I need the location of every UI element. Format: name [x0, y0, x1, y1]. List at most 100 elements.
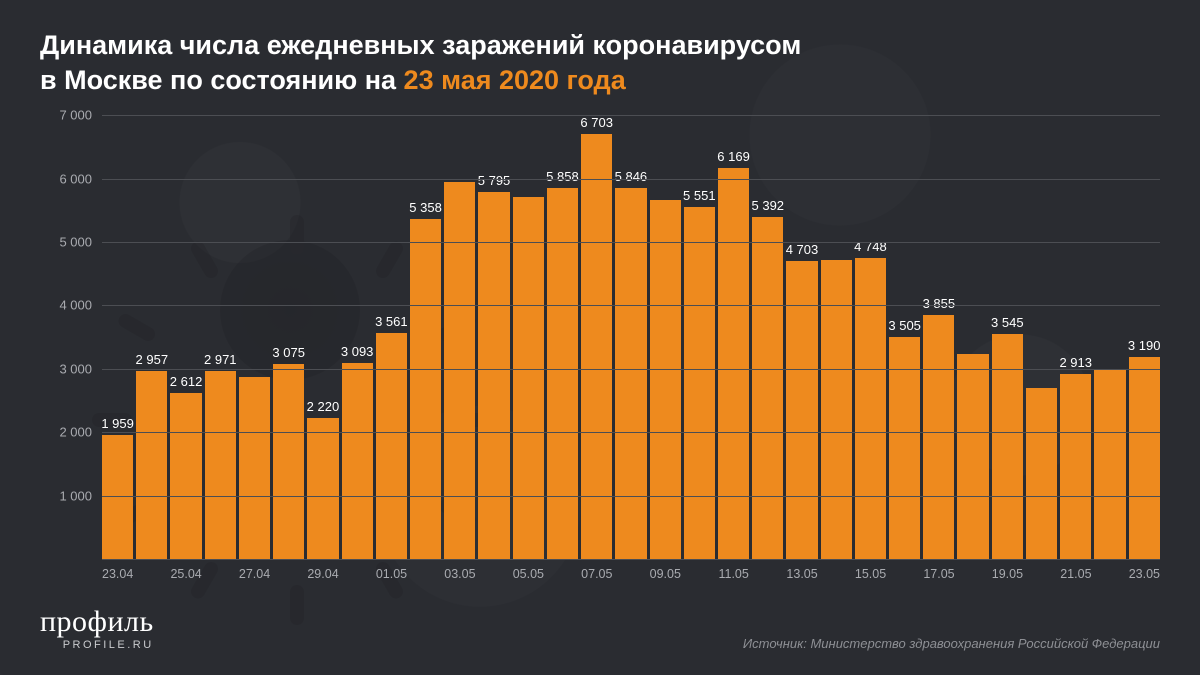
title-line2-prefix: в Москве по состоянию на: [40, 65, 404, 95]
bar-slot: [957, 115, 988, 559]
x-tick-label: [1026, 567, 1057, 581]
title-date-accent: 23 мая 2020 года: [404, 65, 626, 95]
bar: [1026, 388, 1057, 559]
y-tick-label: 6 000: [59, 171, 92, 186]
bar: [239, 377, 270, 559]
x-axis: 23.0425.0427.0429.0401.0503.0505.0507.05…: [102, 559, 1160, 581]
bar-slot: 5 858: [547, 115, 578, 559]
x-tick-label: 27.04: [239, 567, 270, 581]
container: Динамика числа ежедневных заражений коро…: [0, 0, 1200, 675]
x-tick-label: [273, 567, 304, 581]
x-tick-label: 23.05: [1129, 567, 1160, 581]
bar-slot: 2 957: [136, 115, 167, 559]
bar-value-label: 3 561: [375, 314, 408, 329]
bar-slot: 3 190: [1129, 115, 1160, 559]
bar-slot: 6 169: [718, 115, 749, 559]
bar-value-label: 1 959: [101, 416, 134, 431]
bar: [1094, 370, 1125, 559]
bar-slot: 5 551: [684, 115, 715, 559]
x-tick-label: [684, 567, 715, 581]
bar-value-label: 5 392: [751, 198, 784, 213]
bar-value-label: 5 551: [683, 188, 716, 203]
bar-slot: 2 220: [307, 115, 338, 559]
x-tick-label: [136, 567, 167, 581]
bar-slot: 5 358: [410, 115, 441, 559]
bar: [170, 393, 201, 559]
logo-main-text: профиль: [40, 607, 154, 637]
x-tick-label: 11.05: [718, 567, 749, 581]
x-tick-label: [479, 567, 510, 581]
bar: [718, 168, 749, 559]
bar-value-label: 3 545: [991, 315, 1024, 330]
x-tick-label: [821, 567, 852, 581]
x-tick-label: [547, 567, 578, 581]
bar: [444, 182, 475, 559]
bar-value-label: 6 703: [580, 115, 613, 130]
source-attribution: Источник: Министерство здравоохранения Р…: [743, 636, 1160, 651]
bars-container: 1 9592 9572 6122 9713 0752 2203 0933 561…: [102, 115, 1160, 559]
x-tick-label: [889, 567, 920, 581]
bar-value-label: 2 612: [170, 374, 203, 389]
bar: [273, 364, 304, 559]
bar-slot: 1 959: [102, 115, 133, 559]
bar-value-label: 2 957: [136, 352, 169, 367]
y-tick-label: 4 000: [59, 298, 92, 313]
bar: [102, 435, 133, 559]
x-tick-label: [615, 567, 646, 581]
bar-value-label: 4 703: [786, 242, 819, 257]
bar-value-label: 3 075: [272, 345, 305, 360]
x-tick-label: [1095, 567, 1126, 581]
bar-slot: 3 505: [889, 115, 920, 559]
bar: [650, 200, 681, 559]
x-tick-label: 17.05: [923, 567, 954, 581]
bar-slot: 5 795: [478, 115, 509, 559]
x-tick-label: 05.05: [513, 567, 544, 581]
y-tick-label: 1 000: [59, 488, 92, 503]
bar-slot: 6 703: [581, 115, 612, 559]
y-tick-label: 3 000: [59, 361, 92, 376]
x-tick-label: 13.05: [786, 567, 817, 581]
bar-slot: 5 392: [752, 115, 783, 559]
x-tick-label: 29.04: [307, 567, 338, 581]
footer: профиль PROFILE.RU Источник: Министерств…: [40, 607, 1160, 651]
bar-slot: 3 545: [992, 115, 1023, 559]
bar: [547, 188, 578, 559]
bar-value-label: 5 358: [409, 200, 442, 215]
x-tick-label: 23.04: [102, 567, 133, 581]
x-tick-label: 01.05: [376, 567, 407, 581]
title-line1: Динамика числа ежедневных заражений коро…: [40, 30, 801, 60]
bar-slot: [821, 115, 852, 559]
y-axis: 1 0002 0003 0004 0005 0006 0007 000: [40, 115, 102, 559]
bar-value-label: 2 220: [307, 399, 340, 414]
bar: [923, 315, 954, 559]
grid-line: [102, 305, 1160, 306]
bar-slot: 2 971: [205, 115, 236, 559]
bar: [307, 418, 338, 559]
bar-slot: 4 748: [855, 115, 886, 559]
grid-line: [102, 179, 1160, 180]
bar-slot: [444, 115, 475, 559]
bar: [136, 371, 167, 559]
grid-line: [102, 242, 1160, 243]
x-tick-label: [958, 567, 989, 581]
bar-value-label: 5 795: [478, 173, 511, 188]
bar-slot: 3 855: [923, 115, 954, 559]
x-tick-label: 03.05: [444, 567, 475, 581]
bar-value-label: 5 846: [615, 169, 648, 184]
y-tick-label: 2 000: [59, 425, 92, 440]
bar-slot: 2 913: [1060, 115, 1091, 559]
x-tick-label: 25.04: [170, 567, 201, 581]
bar-slot: [1026, 115, 1057, 559]
plot-area: 1 9592 9572 6122 9713 0752 2203 0933 561…: [102, 115, 1160, 559]
x-tick-label: [342, 567, 373, 581]
bar-slot: [513, 115, 544, 559]
x-tick-label: 15.05: [855, 567, 886, 581]
bar: [478, 192, 509, 559]
bar-slot: [239, 115, 270, 559]
x-tick-label: [205, 567, 236, 581]
bar-value-label: 5 858: [546, 169, 579, 184]
grid-line: [102, 432, 1160, 433]
bar: [1060, 374, 1091, 559]
bar-value-label: 6 169: [717, 149, 750, 164]
bar: [889, 337, 920, 559]
